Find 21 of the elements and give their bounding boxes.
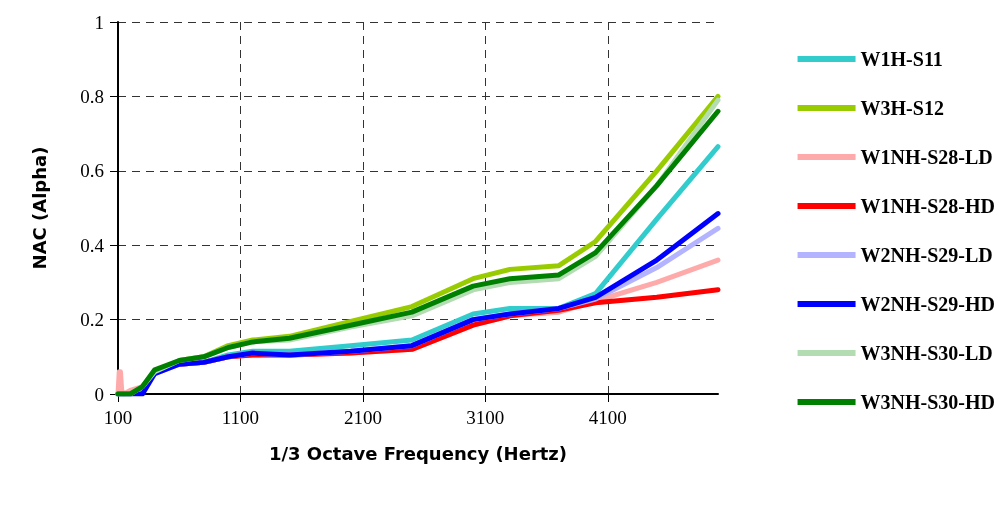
x-tick-label: 100 [103, 407, 133, 428]
legend-label: W1NH-S28-HD [860, 195, 996, 217]
y-tick-label: 0.2 [80, 309, 104, 331]
y-axis-title: NAC (Alpha) [28, 146, 50, 270]
x-tick-label: 1100 [221, 407, 260, 428]
y-tick-label: 0.6 [80, 160, 104, 182]
x-tick-label: 4100 [588, 407, 627, 428]
x-axis-title: 1/3 Octave Frequency (Hertz) [268, 442, 568, 464]
legend-label: W3NH-S30-LD [860, 342, 993, 364]
legend-label: W3H-S12 [860, 97, 944, 119]
legend-label: W2NH-S29-HD [860, 293, 996, 315]
x-tick-label: 3100 [466, 407, 505, 428]
legend-label: W1NH-S28-LD [860, 146, 993, 168]
y-tick-label: 1 [94, 11, 104, 33]
x-tick-label: 2100 [343, 407, 382, 428]
legend-label: W3NH-S30-HD [860, 391, 996, 413]
y-tick-label: 0.8 [80, 85, 104, 107]
legend-label: W1H-S11 [860, 48, 943, 70]
legend-label: W2NH-S29-LD [860, 244, 993, 266]
y-tick-label: 0.4 [80, 234, 105, 256]
y-tick-label: 0 [94, 383, 104, 405]
